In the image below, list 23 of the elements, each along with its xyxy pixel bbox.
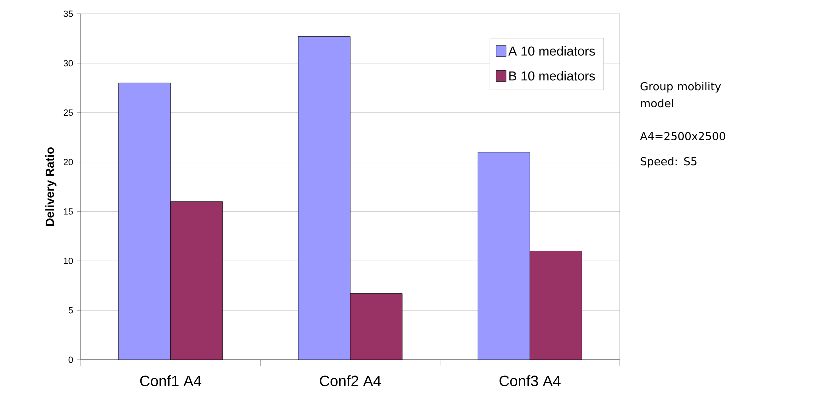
y-tick-label: 5	[68, 307, 74, 314]
legend-label: A 10 mediators	[508, 46, 596, 56]
bar	[530, 251, 582, 360]
bar	[350, 294, 403, 360]
x-tick-label: Conf3 A4	[500, 376, 561, 386]
legend-label: B 10 mediators	[510, 71, 596, 81]
y-tick-label: 10	[64, 258, 74, 264]
y-tick-label: 15	[64, 208, 74, 215]
x-tick-label: Conf2 A4	[320, 376, 382, 386]
bar	[478, 152, 530, 360]
text: Speed: S5	[640, 157, 697, 168]
bar	[170, 202, 223, 360]
x-tick-label: Conf1 A4	[140, 376, 202, 386]
y-tick-label: 35	[64, 10, 74, 18]
bar	[118, 83, 171, 360]
bar	[298, 36, 351, 360]
y-tick-label: 30	[64, 60, 74, 67]
y-tick-label: 0	[68, 356, 74, 364]
text: Group mobility model	[640, 82, 722, 108]
y-axis-title: Delivery Ratio	[46, 148, 57, 226]
y-tick-label: 25	[64, 110, 74, 116]
y-tick-label: 20	[64, 159, 74, 166]
text: A4=2500x2500	[640, 132, 726, 140]
